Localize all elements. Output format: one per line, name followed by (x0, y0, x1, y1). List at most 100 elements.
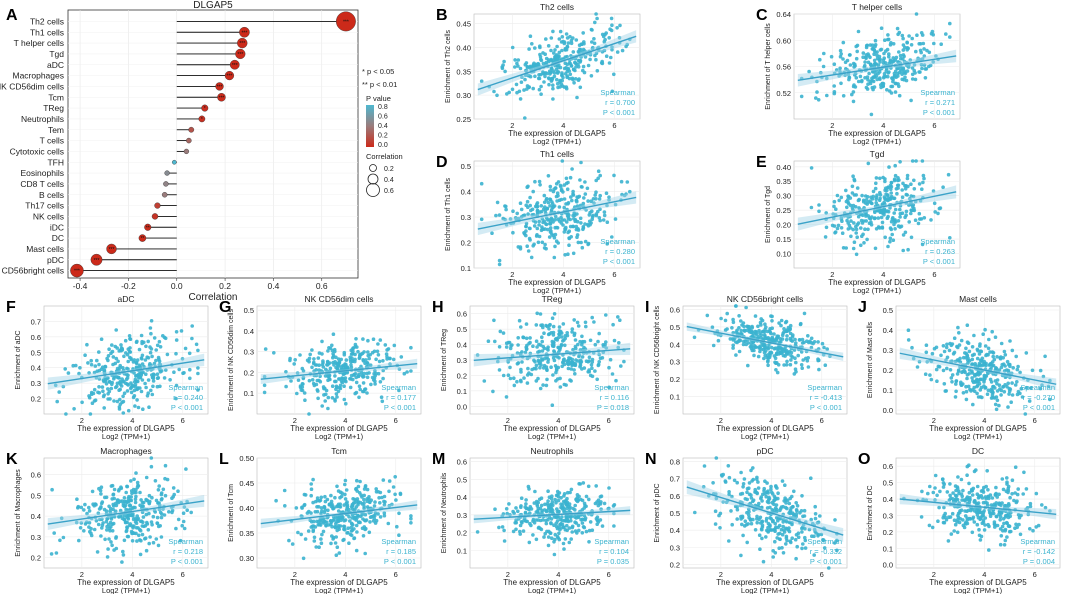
data-point (513, 58, 517, 62)
data-point (943, 511, 947, 516)
data-point (287, 538, 291, 543)
data-point (909, 182, 913, 186)
data-point (524, 347, 529, 352)
data-point (887, 165, 891, 169)
data-point (541, 70, 545, 74)
data-point (612, 173, 616, 178)
data-point (361, 381, 366, 385)
data-point (586, 359, 590, 364)
y-tick-label: 0.5 (31, 348, 41, 357)
data-point (578, 203, 583, 208)
data-point (580, 334, 584, 339)
data-point (351, 497, 355, 501)
data-point (901, 57, 905, 61)
data-point (535, 65, 540, 70)
data-point (713, 522, 718, 526)
data-point (519, 325, 523, 329)
data-point (538, 312, 543, 316)
data-point (76, 506, 80, 510)
data-point (149, 331, 153, 336)
y-axis-label: Enrichment of pDC (654, 483, 661, 542)
x-tick-label: 0.2 (219, 281, 231, 291)
data-point (849, 219, 853, 223)
data-point (597, 331, 601, 336)
lollipop-dot (224, 70, 235, 81)
data-point (88, 529, 92, 534)
data-point (533, 74, 537, 79)
data-point (155, 515, 160, 520)
data-point (54, 551, 59, 555)
data-point (860, 234, 864, 238)
data-point (941, 185, 945, 189)
data-point (377, 496, 381, 500)
y-tick-label: 0.3 (670, 358, 680, 367)
data-point (557, 205, 562, 209)
data-point (107, 347, 111, 352)
data-point (357, 384, 362, 389)
data-point (312, 539, 317, 543)
data-point (875, 193, 879, 197)
data-point (542, 193, 547, 198)
data-point (144, 475, 149, 480)
data-point (529, 208, 533, 213)
data-point (323, 399, 328, 403)
data-point (587, 213, 592, 217)
panel-label: G (219, 299, 231, 316)
data-point (860, 193, 864, 198)
data-point (63, 367, 67, 371)
data-point (816, 340, 820, 344)
y-tick-label: 0.3 (883, 346, 893, 355)
data-point (611, 504, 616, 508)
data-point (873, 186, 878, 191)
x-axis-label-2: Log2 (TPM+1) (741, 432, 790, 441)
data-point (984, 353, 988, 358)
data-point (612, 72, 616, 77)
plot-frame (473, 160, 641, 269)
y-axis-label: Enrichment of Neutrophils (441, 472, 448, 553)
data-point (912, 178, 916, 183)
data-point (531, 219, 536, 223)
data-point (547, 495, 552, 500)
data-point (147, 541, 151, 546)
data-point (557, 54, 561, 58)
data-point (528, 65, 533, 69)
category-label: TFH (47, 157, 64, 167)
data-point (138, 552, 143, 557)
data-point (359, 370, 364, 375)
data-point (551, 204, 556, 209)
y-tick-label: 0.6 (31, 333, 41, 342)
data-point (567, 356, 571, 360)
data-point (140, 341, 144, 346)
data-point (897, 93, 902, 98)
data-point (551, 69, 555, 73)
data-point (505, 92, 509, 96)
y-tick-label: 0.8 (670, 457, 680, 466)
data-point (363, 551, 368, 556)
data-point (886, 74, 890, 79)
data-point (889, 227, 894, 232)
data-point (885, 188, 889, 193)
data-point (937, 505, 941, 510)
data-point (751, 346, 756, 350)
data-point (588, 338, 593, 343)
data-point (546, 227, 550, 232)
data-point (588, 57, 592, 62)
data-point (897, 50, 901, 54)
data-point (544, 518, 548, 523)
data-point (780, 479, 785, 483)
data-point (516, 509, 520, 514)
chart-title: DLGAP5 (193, 0, 233, 11)
data-point (580, 517, 585, 522)
y-tick-label: 0.6 (670, 492, 680, 501)
data-point (365, 375, 370, 380)
data-point (764, 519, 768, 523)
category-label: DC (52, 233, 64, 243)
data-point (922, 176, 926, 181)
data-point (945, 490, 950, 494)
data-point (809, 341, 814, 345)
x-axis-label: The expression of DLGAP5 (508, 129, 606, 138)
data-point (572, 331, 577, 336)
data-point (594, 12, 598, 16)
data-point (939, 353, 943, 358)
